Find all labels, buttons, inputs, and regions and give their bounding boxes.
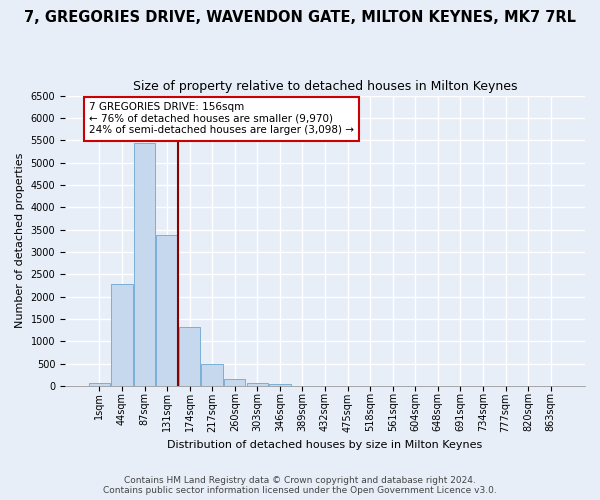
Bar (224, 379, 245, 386)
Bar (202, 364, 223, 386)
Bar (247, 382, 268, 386)
Text: 7, GREGORIES DRIVE, WAVENDON GATE, MILTON KEYNES, MK7 7RL: 7, GREGORIES DRIVE, WAVENDON GATE, MILTO… (24, 10, 576, 25)
Bar (134, 144, 155, 386)
Bar (179, 328, 200, 386)
Text: Contains HM Land Registry data © Crown copyright and database right 2024.
Contai: Contains HM Land Registry data © Crown c… (103, 476, 497, 495)
Bar (111, 284, 133, 386)
Text: 7 GREGORIES DRIVE: 156sqm
← 76% of detached houses are smaller (9,970)
24% of se: 7 GREGORIES DRIVE: 156sqm ← 76% of detac… (89, 102, 354, 136)
X-axis label: Distribution of detached houses by size in Milton Keynes: Distribution of detached houses by size … (167, 440, 482, 450)
Bar (89, 382, 110, 386)
Bar (269, 384, 290, 386)
Bar (157, 235, 178, 386)
Title: Size of property relative to detached houses in Milton Keynes: Size of property relative to detached ho… (133, 80, 517, 93)
Y-axis label: Number of detached properties: Number of detached properties (15, 153, 25, 328)
